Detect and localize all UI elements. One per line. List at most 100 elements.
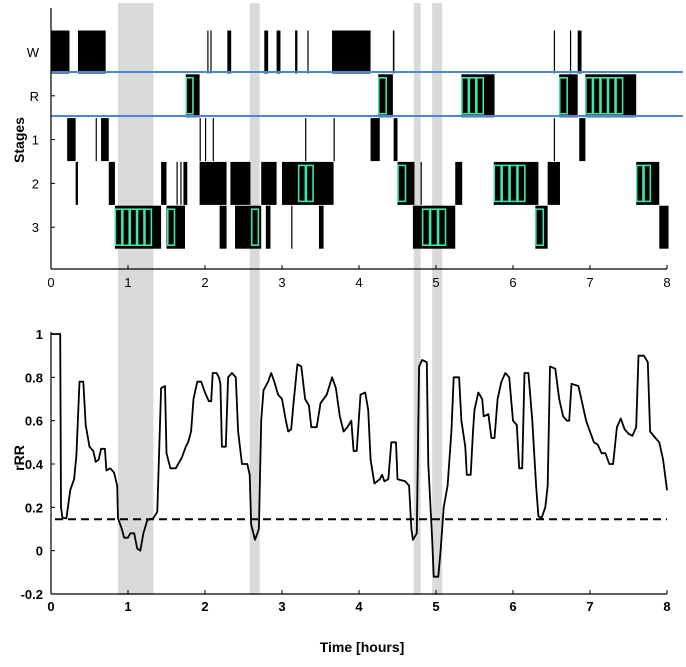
rrr-data-point [267, 381, 269, 383]
stage-segment [291, 205, 293, 249]
rrr-data-point [508, 376, 510, 378]
stage-segment [535, 205, 548, 249]
stage-segment [392, 30, 395, 74]
stage-segment [235, 205, 262, 249]
x-tick-label: 5 [432, 275, 439, 290]
scored-epoch-box [429, 208, 439, 246]
time-axis-label: Time [hours] [320, 639, 405, 655]
scored-epoch-box [129, 208, 138, 246]
rrr-data-point [540, 517, 543, 519]
rrr-data-point [287, 430, 289, 433]
rrr-data-point [373, 482, 375, 485]
stage-segment [205, 118, 207, 162]
rrr-data-point [353, 450, 355, 452]
rrr-data-point [631, 435, 633, 437]
rrr-data-point [600, 452, 603, 454]
stage-segment [199, 118, 201, 162]
rrr-data-point [666, 489, 668, 491]
rrr-series-line [51, 333, 668, 578]
rrr-data-point [343, 430, 345, 433]
stage-segment [77, 30, 106, 74]
rrr-data-point [249, 474, 251, 476]
rrr-data-point [335, 387, 337, 389]
rrr-data-point [383, 480, 386, 482]
rrr-data-point [260, 420, 262, 422]
scored-epoch-box [397, 164, 407, 203]
stage-segment [295, 30, 298, 74]
rrr-data-point [50, 333, 52, 335]
stage-segment [553, 118, 556, 162]
rrr-data-point [581, 402, 583, 404]
rrr-data-point [156, 511, 158, 513]
rrr-data-point [396, 478, 399, 480]
y-tick-label: 0.4 [25, 457, 44, 472]
rrr-data-point [331, 376, 333, 378]
y-tick-label: 1 [36, 327, 43, 342]
rrr-data-point [427, 463, 429, 465]
stage-segment [210, 30, 212, 74]
rrr-data-point [139, 550, 141, 552]
rrr-data-point [437, 576, 439, 578]
rrr-data-point [387, 478, 389, 480]
scored-epoch-box [615, 77, 624, 115]
rrr-data-point [215, 372, 218, 374]
rrr-data-point [649, 430, 651, 433]
x-tick-label: 3 [278, 599, 285, 614]
scored-epoch-box [468, 77, 477, 115]
rrr-data-point [109, 467, 111, 469]
rrr-data-point [440, 550, 442, 552]
stage-segment [569, 30, 572, 74]
rrr-data-point [231, 372, 233, 374]
stage-segment [333, 118, 335, 162]
rrr-data-point [237, 430, 239, 433]
rrr-data-point [531, 420, 533, 422]
scored-epoch-box [509, 164, 518, 203]
rrr-data-point [221, 446, 223, 448]
rrr-data-point [589, 430, 591, 433]
rrr-data-point [246, 463, 248, 465]
scored-epoch-box [493, 164, 502, 203]
rrr-data-point [105, 469, 108, 472]
rrr-data-point [527, 372, 530, 374]
rrr-data-point [453, 376, 455, 378]
rrr-data-point [356, 450, 358, 452]
rrr-data-point [310, 426, 312, 428]
x-tick-label: 5 [432, 599, 439, 614]
rrr-data-point [117, 517, 119, 519]
stage-tick-label: 2 [32, 176, 39, 191]
x-tick-label: 2 [201, 599, 208, 614]
scored-epoch-box [501, 164, 510, 203]
scored-epoch-box [122, 208, 130, 246]
rrr-data-point [98, 459, 100, 461]
rrr-data-point [549, 365, 551, 368]
stage-segment [95, 118, 97, 162]
rrr-data-point [562, 415, 564, 417]
x-tick-label: 0 [47, 599, 54, 614]
scored-epoch-box [535, 208, 545, 246]
x-tick-label: 8 [663, 275, 670, 290]
stage-segment [577, 30, 582, 74]
x-tick-label: 4 [355, 275, 362, 290]
rrr-data-point [547, 485, 549, 487]
stage-segment [219, 205, 227, 249]
rrr-data-point [250, 524, 252, 526]
rrr-data-point [204, 391, 206, 394]
scored-epoch-box [144, 208, 153, 246]
scored-epoch-box [437, 208, 447, 246]
rrr-data-point [570, 383, 573, 385]
rrr-data-point [544, 506, 546, 508]
stage-segment [461, 74, 495, 118]
scored-epoch-box [643, 164, 652, 203]
rrr-data-point [65, 517, 67, 519]
rrr-data-point [369, 459, 372, 461]
rrr-data-point [554, 368, 556, 370]
rrr-data-point [535, 485, 537, 487]
x-tick-label: 7 [586, 275, 593, 290]
rrr-data-point [577, 385, 580, 387]
rrr-data-point [566, 420, 568, 422]
y-tick-label: 0.2 [25, 500, 43, 515]
scored-epoch-box [421, 208, 431, 246]
y-tick-label: -0.2 [21, 587, 43, 602]
rrr-data-point [408, 485, 410, 487]
